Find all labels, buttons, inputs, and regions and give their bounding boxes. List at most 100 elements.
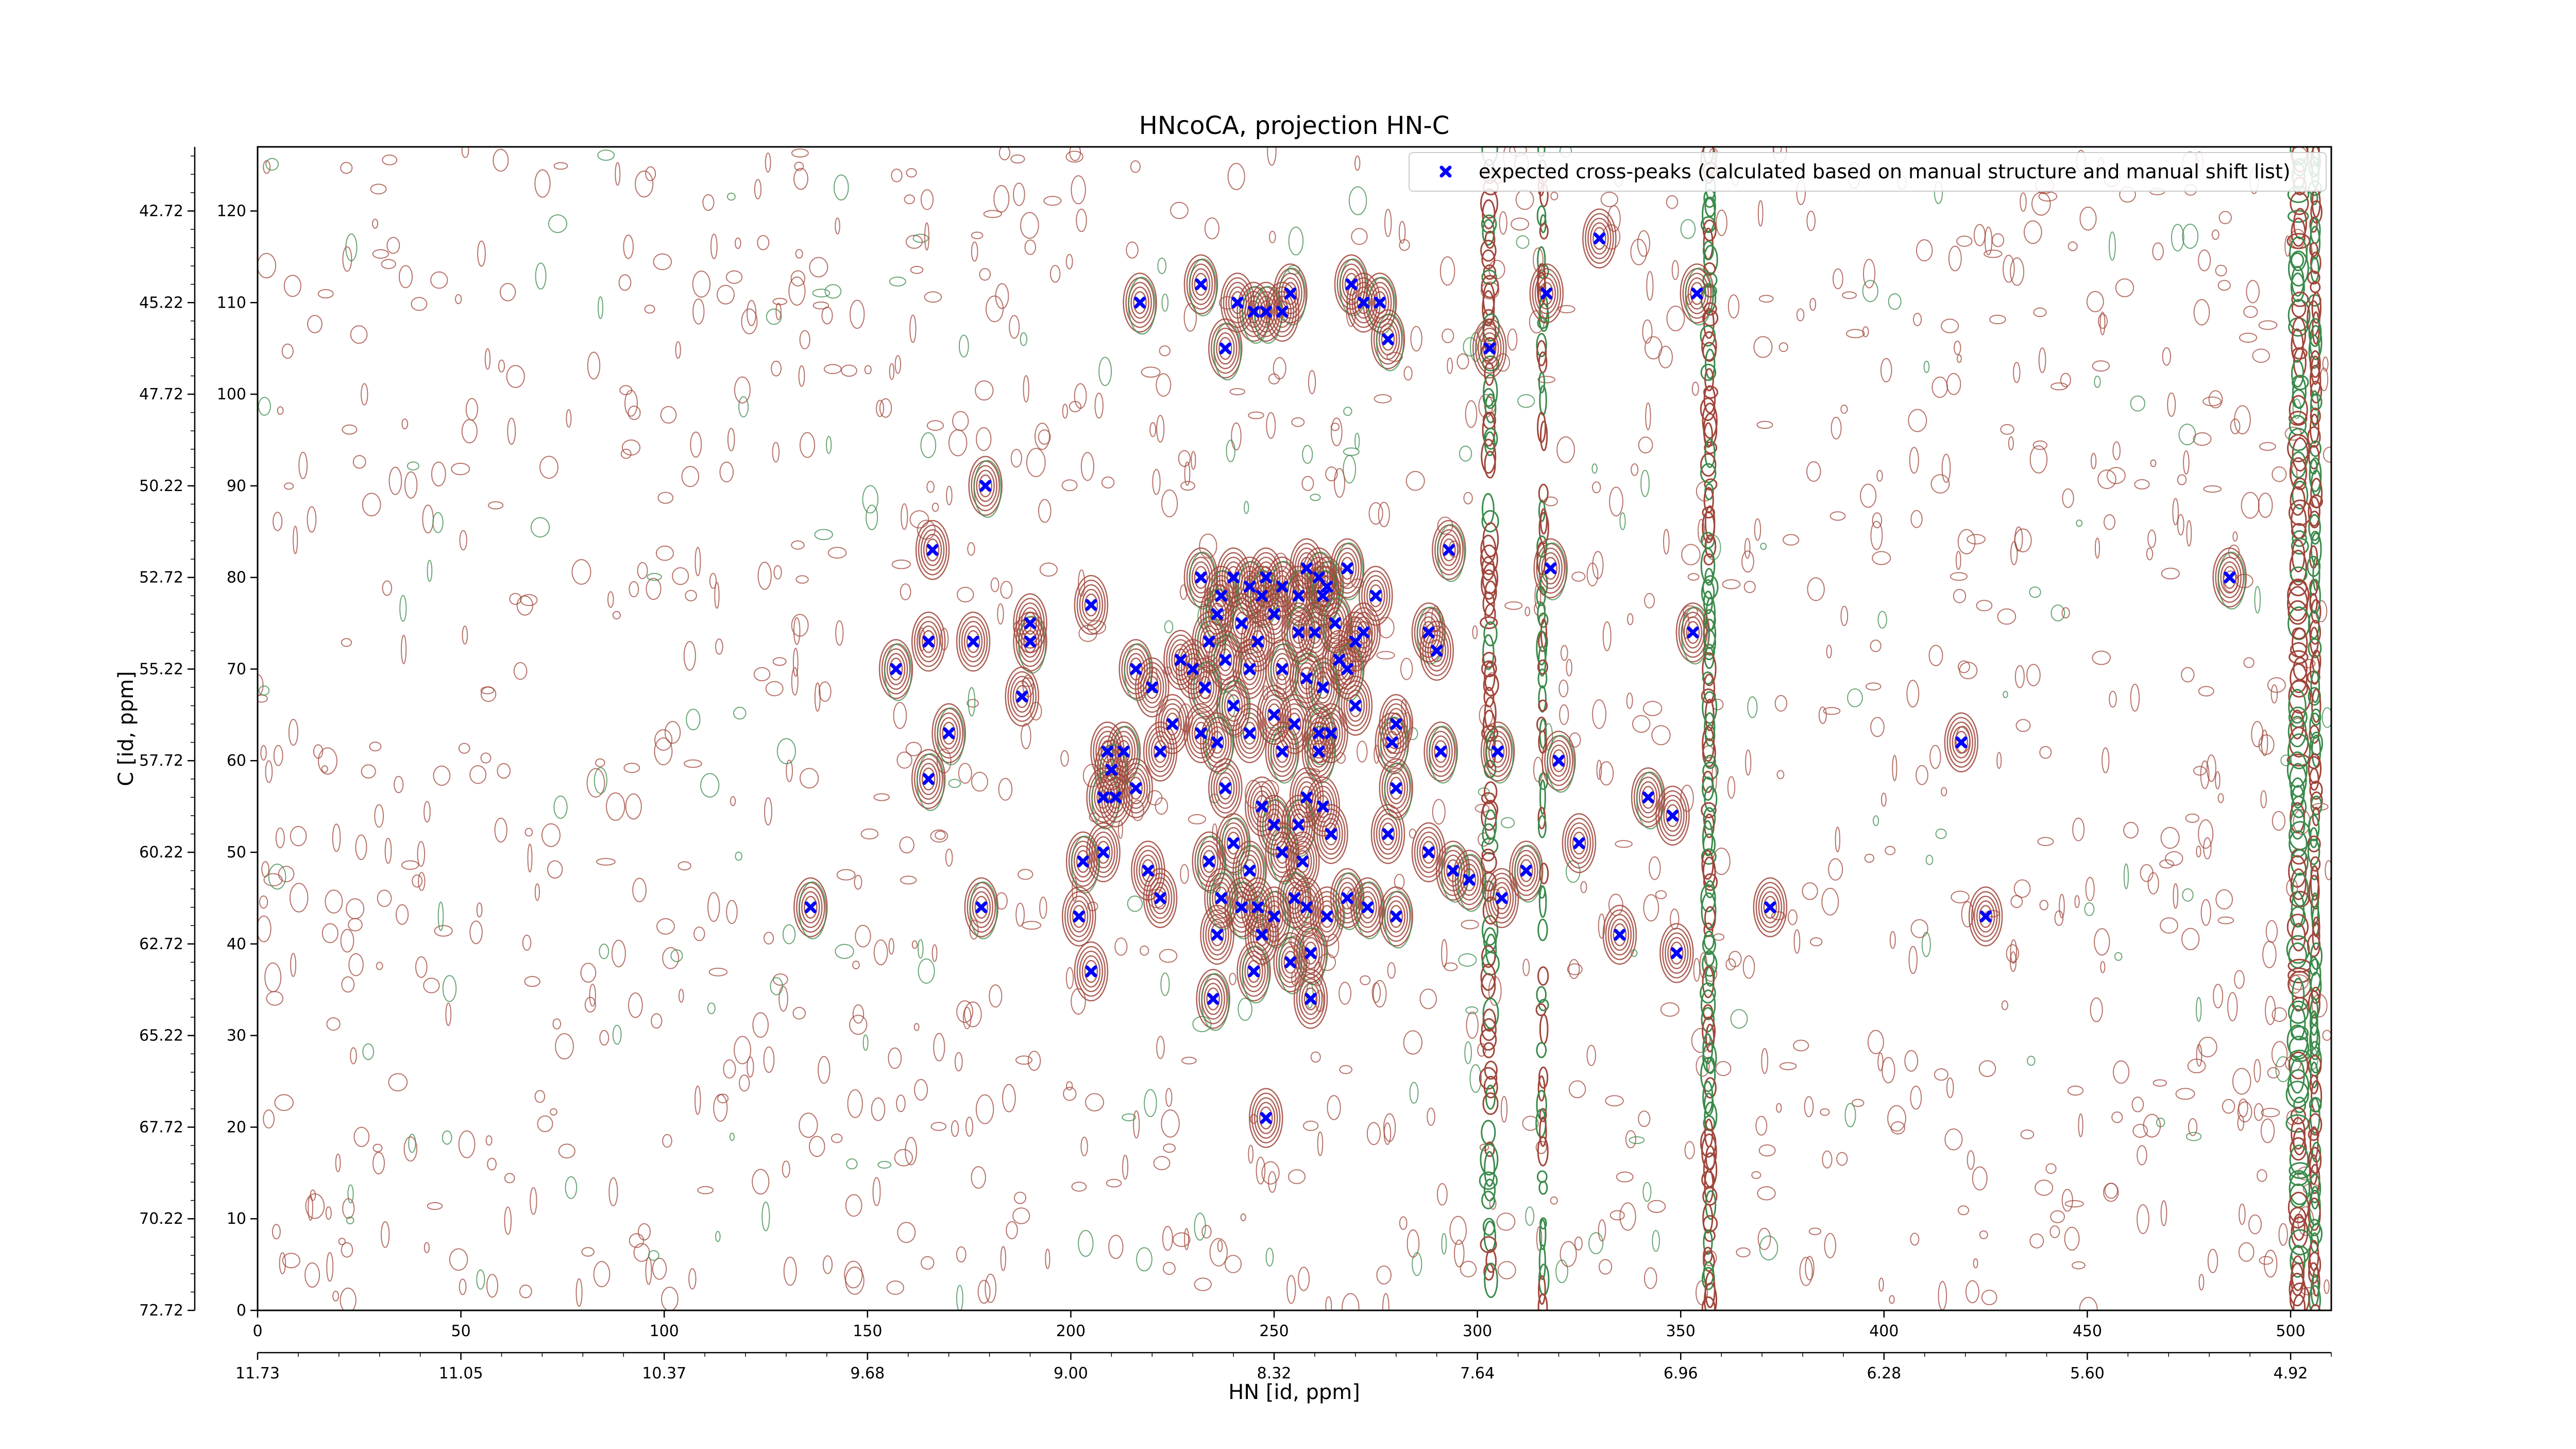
noise-contour	[615, 162, 621, 186]
cross-peak-marker	[1175, 654, 1187, 666]
noise-contour	[2038, 191, 2058, 202]
noise-contour	[550, 1108, 557, 1116]
noise-contour	[417, 841, 426, 867]
noise-contour	[1877, 611, 1887, 629]
peak-contour	[1509, 840, 1544, 901]
noise-contour	[747, 300, 757, 326]
noise-contour	[581, 1247, 595, 1257]
streak-contour	[1703, 591, 1713, 614]
noise-contour	[989, 984, 1003, 1008]
noise-contour	[1559, 704, 1569, 726]
cross-peak-marker	[1317, 681, 1329, 694]
streak-contour	[2289, 395, 2308, 425]
noise-contour	[826, 435, 832, 454]
noise-contour	[1568, 959, 1580, 979]
peak-contour-negative	[1189, 258, 1217, 316]
streak-contour	[1484, 1262, 1498, 1299]
cross-peak-marker	[1325, 828, 1337, 840]
noise-contour	[612, 1024, 622, 1045]
noise-contour	[1870, 639, 1882, 652]
noise-contour	[862, 1034, 869, 1051]
noise-contour	[1066, 1081, 1073, 1091]
noise-contour	[1693, 958, 1701, 982]
streak-contour	[2286, 914, 2309, 940]
noise-contour	[2167, 392, 2176, 417]
noise-contour	[888, 1047, 902, 1069]
peak-contour	[1204, 983, 1223, 1015]
noise-contour	[652, 1257, 667, 1280]
noise-contour	[645, 166, 656, 181]
peak-contour	[1357, 291, 1370, 314]
cross-peak-marker	[1955, 736, 1968, 749]
noise-contour	[2200, 899, 2211, 926]
peak-contour	[1369, 584, 1383, 608]
noise-contour	[1376, 651, 1395, 660]
noise-contour	[956, 1246, 967, 1262]
noise-contour	[2104, 1183, 2118, 1199]
noise-contour	[2272, 466, 2287, 482]
cross-peak-marker	[1349, 635, 1362, 648]
noise-contour	[790, 270, 806, 287]
peak-contour	[1389, 905, 1403, 928]
streak-contour	[2310, 796, 2323, 816]
noise-contour	[747, 1056, 754, 1078]
noise-contour	[727, 428, 735, 451]
noise-contour	[406, 461, 420, 470]
noise-contour	[362, 1043, 375, 1060]
noise-contour	[1566, 659, 1572, 677]
peak-contour	[1224, 689, 1243, 722]
streak-contour	[2308, 1147, 2322, 1174]
peak-contour	[1153, 886, 1167, 910]
noise-contour	[1997, 608, 2016, 625]
noise-contour	[2272, 811, 2286, 831]
peak-contour	[1976, 900, 1995, 933]
noise-contour	[694, 547, 701, 577]
streak-contour	[1536, 1042, 1547, 1058]
streak-contour	[2309, 579, 2321, 614]
cross-peak-marker	[1422, 846, 1435, 858]
peak-contour	[1186, 707, 1216, 759]
noise-contour	[1441, 1233, 1447, 1255]
noise-contour	[1133, 1110, 1140, 1139]
y-axis-secondary: 72.7270.2267.7265.2262.7260.2257.7255.22…	[139, 147, 196, 1320]
cross-peak-marker	[967, 635, 979, 648]
noise-contour	[775, 302, 782, 321]
cross-peak-marker	[1154, 745, 1166, 757]
noise-contour	[2010, 939, 2018, 964]
streak-contour	[1481, 569, 1497, 600]
noise-contour	[677, 861, 691, 871]
peak-contour	[1659, 923, 1694, 983]
noise-contour	[2265, 996, 2276, 1025]
peak-contour	[1320, 905, 1334, 928]
peak-contour	[1275, 300, 1290, 324]
peak-contour	[1293, 923, 1328, 983]
streak-contour	[2290, 808, 2306, 840]
peak-contour	[920, 529, 945, 571]
streak-contour	[2310, 654, 2320, 685]
y-tick-label: 90	[227, 477, 246, 495]
peak-contour-negative	[884, 643, 912, 701]
peak-contour	[1973, 896, 1998, 937]
noise-contour	[2198, 1274, 2205, 1291]
y-tick-label: 110	[217, 294, 246, 312]
streak-contour	[1480, 964, 1496, 991]
x-axis-secondary: 11.73 11.05 10.37 9.68 9.00 8.32 7.64 6.96 6.28 5…	[235, 1352, 2332, 1383]
noise-contour	[586, 768, 605, 798]
noise-contour	[904, 194, 916, 205]
noise-contour	[891, 559, 911, 569]
peak-contour	[1143, 721, 1178, 782]
noise-contour	[623, 234, 634, 259]
peak-contour-negative	[937, 707, 965, 766]
noise-contour	[1334, 468, 1345, 498]
streak-contour	[1701, 848, 1717, 865]
noise-contour	[1756, 420, 1773, 429]
peak-contour	[1665, 932, 1689, 974]
streak-contour	[2291, 1025, 2309, 1041]
peak-contour	[1488, 735, 1507, 768]
noise-contour	[1157, 257, 1167, 274]
noise-contour	[2241, 492, 2260, 519]
noise-contour	[2134, 479, 2150, 490]
noise-contour	[1722, 579, 1741, 589]
peak-contour	[1337, 653, 1357, 685]
noise-contour	[265, 158, 279, 171]
